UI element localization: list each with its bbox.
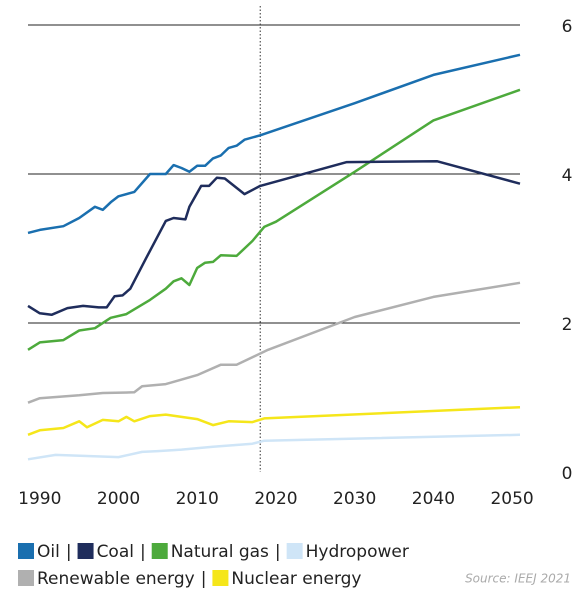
legend-swatch bbox=[212, 570, 229, 586]
y-tick-label: 6 bbox=[562, 17, 573, 37]
series-line bbox=[27, 405, 521, 436]
legend-label: Nuclear energy bbox=[231, 569, 361, 589]
legend-label: Renewable energy bbox=[37, 569, 195, 589]
series-line bbox=[27, 281, 521, 404]
legend-label: Oil bbox=[37, 542, 60, 562]
legend-label: Coal bbox=[97, 542, 134, 562]
y-tick-label: 0 bbox=[562, 464, 573, 484]
legend-separator: | bbox=[201, 569, 207, 589]
y-tick-label: 4 bbox=[562, 166, 573, 186]
legend-label: Hydropower bbox=[306, 542, 409, 562]
legend-label: Natural gas bbox=[171, 542, 269, 562]
legend-swatch bbox=[286, 543, 303, 559]
legend-separator: | bbox=[140, 542, 146, 562]
legend-swatch bbox=[151, 543, 168, 559]
x-tick-label: 2040 bbox=[412, 489, 455, 509]
x-tick-label: 2030 bbox=[333, 489, 376, 509]
legend-swatch bbox=[77, 543, 94, 559]
x-tick-label: 2020 bbox=[254, 489, 297, 509]
x-tick-label: 1990 bbox=[18, 489, 61, 509]
legend-separator: | bbox=[275, 542, 281, 562]
x-tick-label: 2000 bbox=[97, 489, 140, 509]
series-line bbox=[27, 433, 521, 461]
legend-swatch bbox=[18, 543, 34, 559]
series-line bbox=[27, 160, 521, 317]
series-line bbox=[27, 88, 521, 351]
x-tick-label: 2010 bbox=[176, 489, 219, 509]
source-note: Source: IEEJ 2021 bbox=[465, 572, 571, 586]
legend-swatch bbox=[18, 570, 34, 586]
x-tick-label: 2050 bbox=[490, 489, 533, 509]
y-tick-label: 2 bbox=[562, 315, 573, 335]
series-line bbox=[27, 53, 521, 235]
legend-separator: | bbox=[66, 542, 72, 562]
